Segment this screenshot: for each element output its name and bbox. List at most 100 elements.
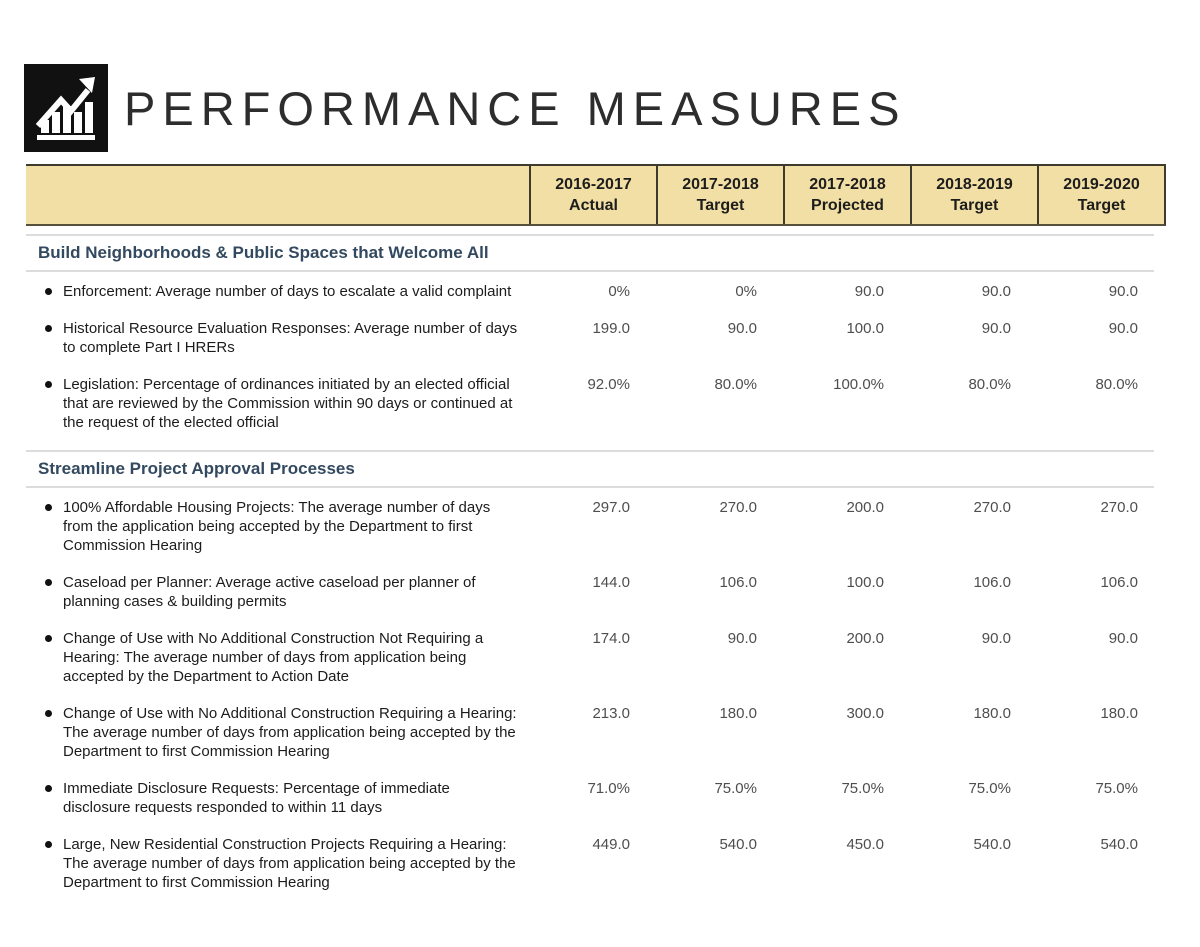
measure-row: Caseload per Planner: Average active cas… [26, 573, 1166, 611]
measure-value-2018-2019-target: 106.0 [973, 574, 1011, 591]
bullet-icon [45, 635, 52, 642]
table-body: Build Neighborhoods & Public Spaces that… [26, 234, 1166, 892]
bullet-icon [45, 710, 52, 717]
measure-row: Immediate Disclosure Requests: Percentag… [26, 779, 1166, 817]
section-title: Build Neighborhoods & Public Spaces that… [38, 243, 489, 262]
measure-description: Historical Resource Evaluation Responses… [26, 319, 531, 357]
measure-row: Legislation: Percentage of ordinances in… [26, 375, 1166, 432]
measure-value-2016-2017-actual: 71.0% [587, 780, 630, 797]
performance-measures-table: 2016-2017 Actual 2017-2018 Target 2017-2… [26, 164, 1166, 892]
measure-description: 100% Affordable Housing Projects: The av… [26, 498, 531, 555]
bullet-icon [45, 785, 52, 792]
measure-label: Enforcement: Average number of days to e… [63, 283, 512, 300]
measure-value-2018-2019-target: 270.0 [973, 499, 1011, 516]
measure-description: Immediate Disclosure Requests: Percentag… [26, 779, 531, 817]
section-divider-top [26, 234, 1154, 236]
page-header: PERFORMANCE MEASURES [24, 64, 1200, 152]
measure-row: Large, New Residential Construction Proj… [26, 835, 1166, 892]
measure-value-2017-2018-projected: 200.0 [846, 630, 884, 647]
table-section: Streamline Project Approval Processes 10… [26, 450, 1166, 892]
section-divider-bottom [26, 486, 1154, 488]
measure-value-2017-2018-projected: 100.0% [833, 376, 884, 393]
measure-value-2019-2020-target: 90.0 [1108, 630, 1138, 647]
measure-description: Change of Use with No Additional Constru… [26, 629, 531, 686]
measure-value-2016-2017-actual: 449.0 [592, 836, 630, 853]
table-section: Build Neighborhoods & Public Spaces that… [26, 234, 1166, 432]
measure-value-2017-2018-target: 90.0 [727, 630, 757, 647]
measure-value-2017-2018-target: 0% [735, 283, 757, 300]
bullet-icon [45, 288, 52, 295]
measure-value-2017-2018-target: 180.0 [719, 705, 757, 722]
column-header-2019-2020-target: 2019-2020 Target [1037, 166, 1164, 224]
measure-value-2016-2017-actual: 144.0 [592, 574, 630, 591]
measure-value-2016-2017-actual: 213.0 [592, 705, 630, 722]
measure-value-2016-2017-actual: 297.0 [592, 499, 630, 516]
measure-row: Enforcement: Average number of days to e… [26, 282, 1166, 301]
section-rows: 100% Affordable Housing Projects: The av… [26, 488, 1166, 892]
section-rows: Enforcement: Average number of days to e… [26, 272, 1166, 432]
measure-description: Enforcement: Average number of days to e… [26, 282, 531, 301]
measure-value-2017-2018-target: 540.0 [719, 836, 757, 853]
measure-value-2018-2019-target: 90.0 [981, 320, 1011, 337]
measure-value-2017-2018-projected: 75.0% [841, 780, 884, 797]
measure-value-2019-2020-target: 106.0 [1100, 574, 1138, 591]
measure-value-2017-2018-projected: 100.0 [846, 320, 884, 337]
measure-label: 100% Affordable Housing Projects: The av… [63, 499, 491, 554]
measure-value-2016-2017-actual: 174.0 [592, 630, 630, 647]
measure-label: Historical Resource Evaluation Responses… [63, 320, 518, 356]
measure-value-2017-2018-projected: 100.0 [846, 574, 884, 591]
bullet-icon [45, 381, 52, 388]
measure-value-2017-2018-projected: 300.0 [846, 705, 884, 722]
bullet-icon [45, 579, 52, 586]
measure-value-2017-2018-target: 106.0 [719, 574, 757, 591]
measure-value-2018-2019-target: 180.0 [973, 705, 1011, 722]
measure-value-2018-2019-target: 90.0 [981, 630, 1011, 647]
measure-value-2017-2018-projected: 90.0 [854, 283, 884, 300]
measure-row: Change of Use with No Additional Constru… [26, 629, 1166, 686]
column-header-2017-2018-projected: 2017-2018 Projected [783, 166, 910, 224]
measure-description: Large, New Residential Construction Proj… [26, 835, 531, 892]
measure-value-2018-2019-target: 80.0% [968, 376, 1011, 393]
measure-label: Caseload per Planner: Average active cas… [63, 574, 476, 610]
measure-value-2019-2020-target: 540.0 [1100, 836, 1138, 853]
bar-chart-growth-icon [24, 64, 108, 152]
measure-value-2019-2020-target: 80.0% [1095, 376, 1138, 393]
measure-value-2016-2017-actual: 92.0% [587, 376, 630, 393]
measure-row: Historical Resource Evaluation Responses… [26, 319, 1166, 357]
measure-value-2017-2018-projected: 450.0 [846, 836, 884, 853]
measure-value-2016-2017-actual: 199.0 [592, 320, 630, 337]
measure-value-2018-2019-target: 90.0 [981, 283, 1011, 300]
measure-description: Legislation: Percentage of ordinances in… [26, 375, 531, 432]
page-title: PERFORMANCE MEASURES [124, 81, 907, 135]
measure-value-2017-2018-target: 90.0 [727, 320, 757, 337]
column-header-2016-2017-actual: 2016-2017 Actual [529, 166, 656, 224]
measure-value-2019-2020-target: 75.0% [1095, 780, 1138, 797]
measure-label: Change of Use with No Additional Constru… [63, 705, 517, 760]
section-divider-top [26, 450, 1154, 452]
bullet-icon [45, 841, 52, 848]
measure-value-2017-2018-target: 80.0% [714, 376, 757, 393]
bullet-icon [45, 325, 52, 332]
column-header-2017-2018-target: 2017-2018 Target [656, 166, 783, 224]
measure-description: Caseload per Planner: Average active cas… [26, 573, 531, 611]
section-divider-bottom [26, 270, 1154, 272]
measure-value-2017-2018-target: 75.0% [714, 780, 757, 797]
measure-value-2019-2020-target: 90.0 [1108, 320, 1138, 337]
measure-value-2016-2017-actual: 0% [608, 283, 630, 300]
measure-value-2017-2018-target: 270.0 [719, 499, 757, 516]
measure-label: Immediate Disclosure Requests: Percentag… [63, 780, 450, 816]
measure-label: Change of Use with No Additional Constru… [63, 630, 484, 685]
measure-value-2019-2020-target: 90.0 [1108, 283, 1138, 300]
measure-value-2019-2020-target: 270.0 [1100, 499, 1138, 516]
measure-row: Change of Use with No Additional Constru… [26, 704, 1166, 761]
measure-row: 100% Affordable Housing Projects: The av… [26, 498, 1166, 555]
measure-value-2018-2019-target: 540.0 [973, 836, 1011, 853]
column-header-blank [26, 166, 529, 224]
measure-value-2018-2019-target: 75.0% [968, 780, 1011, 797]
measure-value-2017-2018-projected: 200.0 [846, 499, 884, 516]
measure-label: Legislation: Percentage of ordinances in… [63, 376, 513, 431]
table-header-row: 2016-2017 Actual 2017-2018 Target 2017-2… [26, 164, 1166, 226]
column-header-2018-2019-target: 2018-2019 Target [910, 166, 1037, 224]
section-title: Streamline Project Approval Processes [38, 459, 355, 478]
bullet-icon [45, 504, 52, 511]
